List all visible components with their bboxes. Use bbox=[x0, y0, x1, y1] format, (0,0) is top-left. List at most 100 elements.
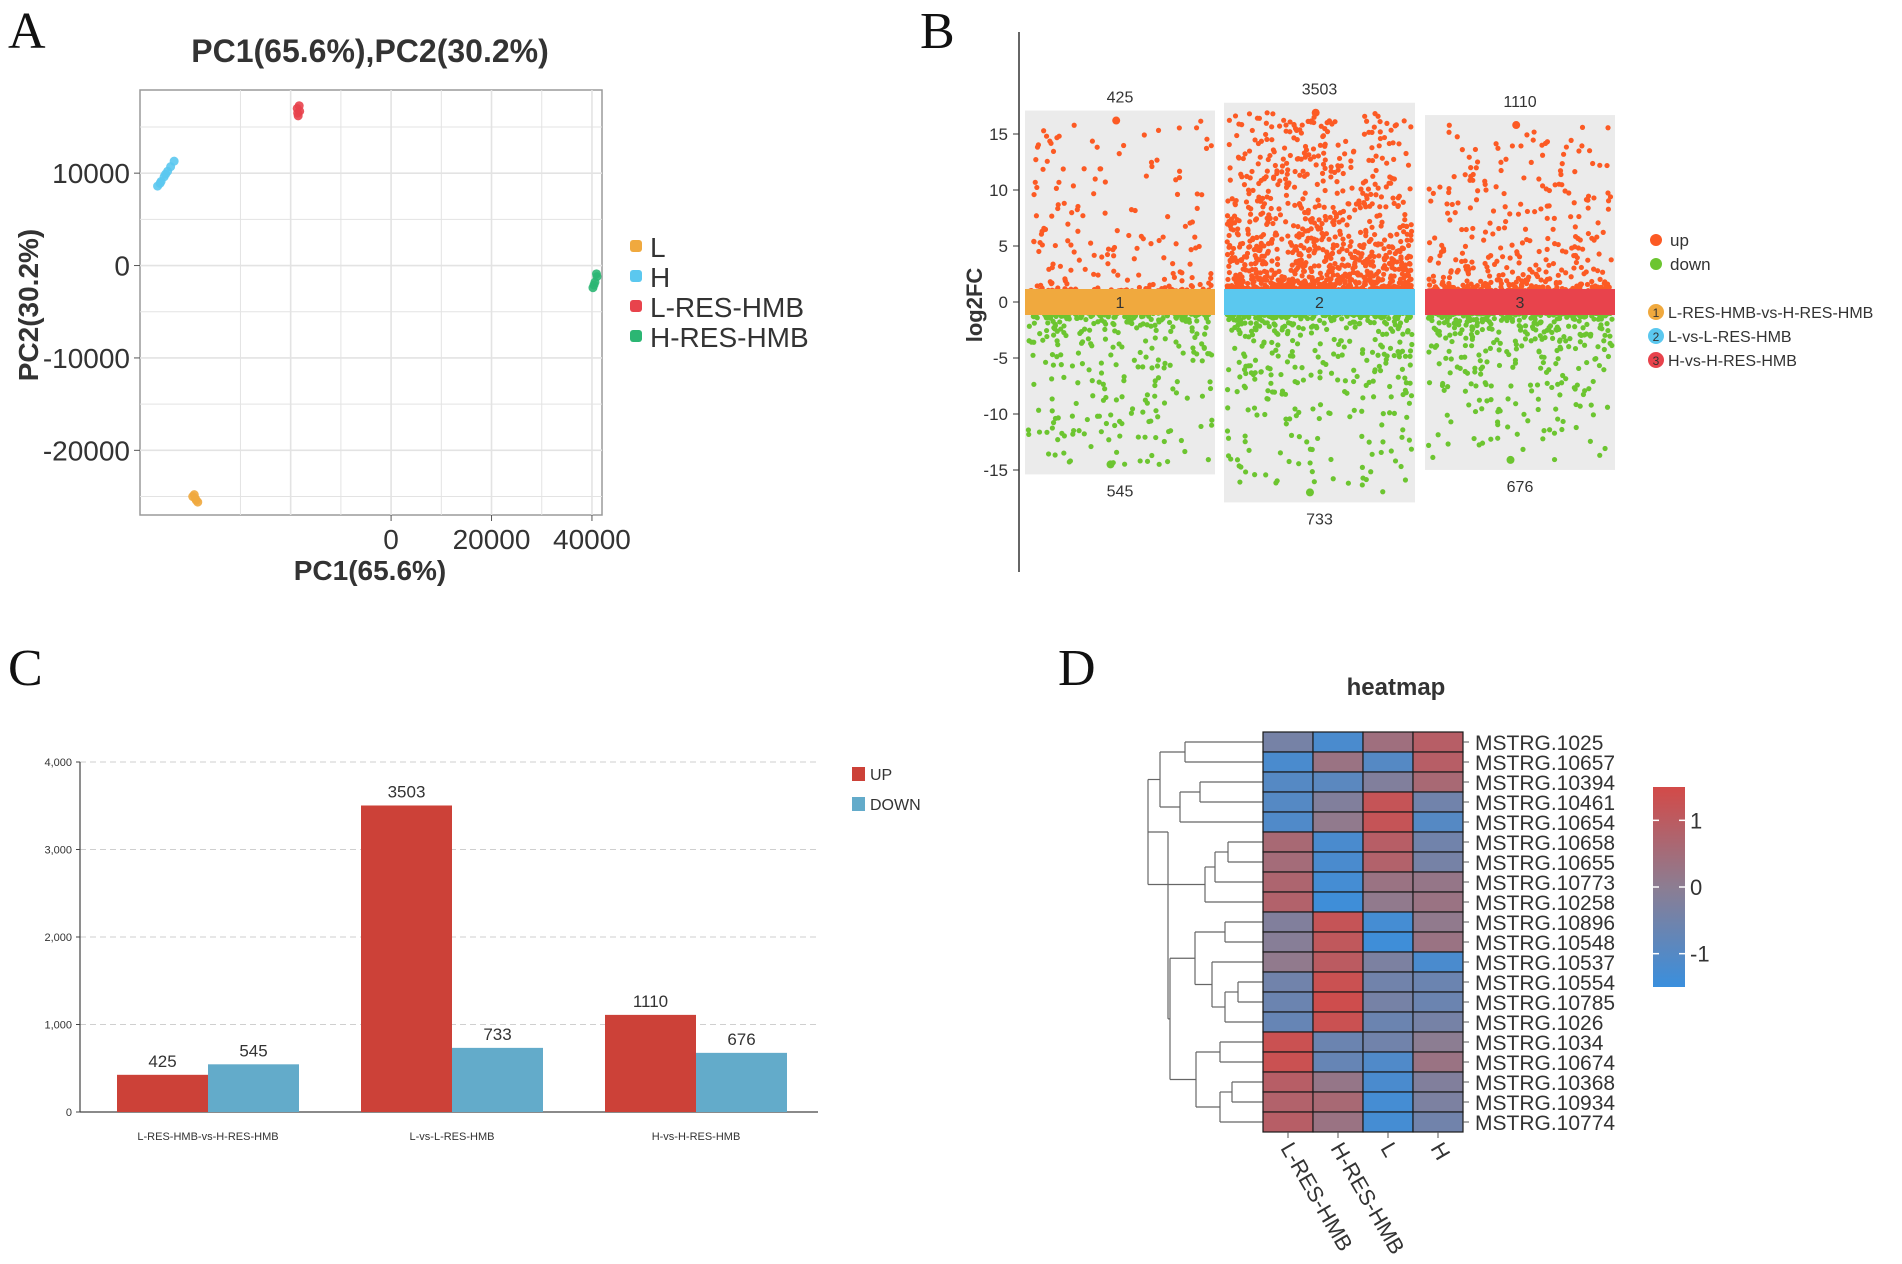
volcano-up-point bbox=[1293, 244, 1299, 250]
volcano-up-point bbox=[1124, 277, 1131, 283]
volcano-up-point bbox=[1031, 191, 1037, 198]
volcano-down-point bbox=[1049, 425, 1055, 431]
volcano-up-point bbox=[1360, 190, 1366, 196]
volcano-up-point bbox=[1060, 166, 1066, 172]
volcano-up-point bbox=[1251, 278, 1257, 285]
volcano-up-point bbox=[1589, 235, 1595, 241]
volcano-down-point bbox=[1363, 476, 1369, 483]
volcano-up-point bbox=[1335, 142, 1341, 148]
volcano-up-point bbox=[1304, 238, 1310, 244]
volcano-up-point bbox=[1324, 120, 1330, 126]
volcano-up-point bbox=[1226, 232, 1232, 239]
volcano-up-point bbox=[1520, 272, 1526, 278]
volcano-up-point bbox=[1263, 120, 1269, 126]
volcano-down-point bbox=[1083, 316, 1089, 323]
heatmap-row-label: MSTRG.1025 bbox=[1475, 732, 1603, 755]
panel-label-c: C bbox=[8, 640, 43, 697]
volcano-down-point bbox=[1327, 315, 1333, 321]
volcano-down-point bbox=[1236, 314, 1242, 320]
volcano-down-point bbox=[1602, 332, 1608, 338]
volcano-down-point bbox=[1119, 344, 1125, 350]
volcano-up-point bbox=[1338, 163, 1344, 169]
volcano-down-point bbox=[1605, 353, 1612, 360]
volcano-up-point bbox=[1248, 261, 1254, 267]
volcano-down-point bbox=[1513, 401, 1519, 407]
volcano-down-point bbox=[1050, 362, 1057, 368]
volcano-down-point bbox=[1479, 319, 1486, 325]
heatmap-cell bbox=[1412, 1091, 1464, 1113]
volcano-up-point bbox=[1572, 169, 1578, 175]
volcano-up-point bbox=[1473, 197, 1480, 203]
volcano-up-point bbox=[1254, 115, 1261, 121]
volcano-down-point bbox=[1587, 438, 1593, 444]
volcano-up-point bbox=[1362, 178, 1369, 184]
volcano-down-point bbox=[1155, 357, 1161, 363]
volcano-up-point bbox=[1352, 207, 1358, 213]
volcano-down-point bbox=[1445, 384, 1451, 390]
volcano-up-point bbox=[1380, 265, 1386, 271]
volcano-down-point bbox=[1265, 388, 1271, 394]
volcano-down-point bbox=[1543, 369, 1550, 375]
volcano-up-point bbox=[1346, 273, 1353, 279]
volcano-up-point bbox=[1430, 273, 1436, 279]
volcano-down-point bbox=[1546, 427, 1553, 433]
heatmap-cell bbox=[1412, 771, 1464, 793]
volcano-up-point bbox=[1228, 226, 1234, 232]
volcano-up-point bbox=[1396, 141, 1402, 147]
volcano-up-point bbox=[1326, 236, 1332, 242]
volcano-up-point bbox=[1400, 199, 1406, 205]
volcano-up-point bbox=[1353, 201, 1360, 207]
volcano-down-point bbox=[1142, 338, 1149, 344]
bar-down bbox=[452, 1047, 543, 1112]
volcano-up-point bbox=[1444, 201, 1450, 207]
volcano-down-point bbox=[1166, 428, 1172, 435]
volcano-up-point bbox=[1402, 266, 1409, 272]
volcano-up-point bbox=[1595, 268, 1601, 274]
volcano-up-point bbox=[1287, 119, 1293, 125]
volcano-up-point bbox=[1311, 250, 1317, 256]
volcano-up-point bbox=[1358, 186, 1364, 192]
volcano-down-point bbox=[1396, 354, 1402, 360]
volcano-up-point bbox=[1234, 258, 1240, 264]
volcano-up-point bbox=[1305, 207, 1311, 213]
volcano-up-point bbox=[1156, 237, 1162, 244]
heatmap-cell bbox=[1412, 791, 1464, 813]
volcano-down-point bbox=[1532, 336, 1538, 342]
volcano-up-point bbox=[1428, 255, 1434, 262]
pca-x-tick-label: 20000 bbox=[453, 524, 531, 555]
volcano-up-point bbox=[1281, 117, 1287, 123]
volcano-up-point bbox=[1334, 272, 1341, 278]
volcano-down-point bbox=[1310, 406, 1316, 412]
volcano-up-point bbox=[1585, 230, 1591, 237]
volcano-up-point bbox=[1044, 158, 1050, 164]
volcano-up-point bbox=[1296, 201, 1303, 207]
volcano-down-point bbox=[1551, 319, 1557, 325]
heatmap-row-label: MSTRG.10785 bbox=[1475, 992, 1615, 1015]
volcano-down-point bbox=[1551, 430, 1558, 436]
heatmap-cell bbox=[1262, 1091, 1314, 1113]
volcano-up-point bbox=[1376, 253, 1382, 259]
volcano-down-point bbox=[1487, 345, 1493, 352]
heatmap-cell bbox=[1362, 951, 1414, 973]
volcano-up-point bbox=[1383, 204, 1389, 210]
volcano-up-point bbox=[1559, 182, 1565, 188]
volcano-up-point bbox=[1239, 274, 1245, 280]
heatmap-row-label: MSTRG.10655 bbox=[1475, 852, 1615, 875]
volcano-up-point bbox=[1349, 254, 1355, 261]
volcano-down-point bbox=[1367, 319, 1374, 326]
volcano-up-point bbox=[1041, 128, 1047, 134]
heatmap-cell bbox=[1262, 751, 1314, 773]
heatmap-cell bbox=[1412, 1051, 1464, 1073]
volcano-down-point bbox=[1286, 458, 1292, 465]
volcano-down-point bbox=[1360, 395, 1366, 401]
volcano-up-point bbox=[1469, 259, 1475, 265]
heatmap-title: heatmap bbox=[1347, 674, 1446, 701]
volcano-up-point bbox=[1431, 278, 1437, 285]
volcano-down-point bbox=[1347, 414, 1353, 420]
volcano-down-point bbox=[1468, 381, 1474, 387]
volcano-down-point bbox=[1586, 386, 1592, 392]
volcano-up-point bbox=[1326, 263, 1332, 270]
volcano-y-tick-label: -15 bbox=[983, 461, 1008, 480]
